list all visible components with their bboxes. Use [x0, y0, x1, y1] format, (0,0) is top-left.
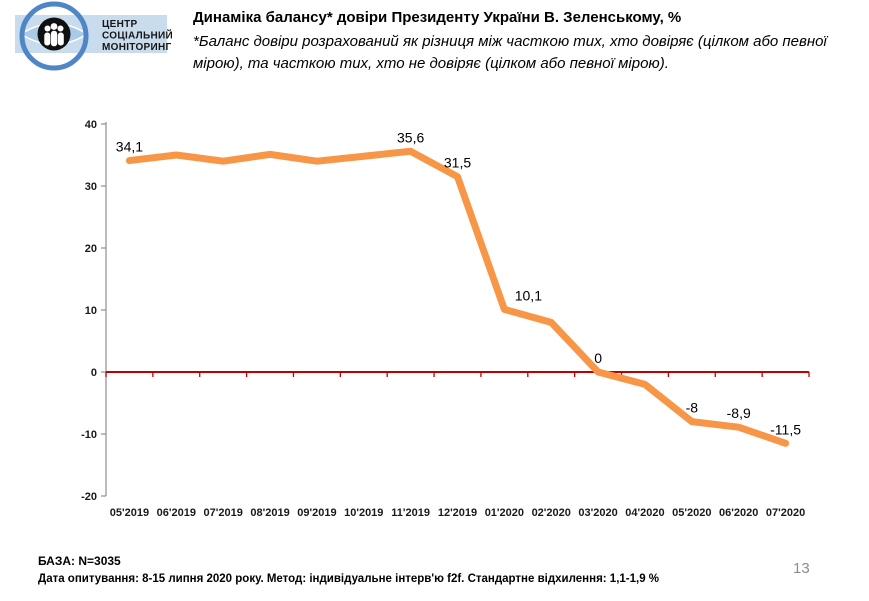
- x-axis-label: 10'2019: [344, 507, 383, 519]
- header-block: Динаміка балансу* довіри Президенту Укра…: [193, 8, 845, 74]
- point-label: -11,5: [770, 421, 801, 437]
- point-label: 34,1: [116, 139, 143, 155]
- footer-method-text: Дата опитування: 8-15 липня 2020 року. М…: [38, 573, 660, 586]
- x-axis-label: 06'2020: [719, 507, 758, 519]
- point-label: 35,6: [397, 129, 424, 145]
- y-axis-label: -10: [81, 429, 97, 441]
- point-label: 10,1: [515, 287, 542, 303]
- logo-text-line3: МОНІТОРИНГ: [102, 42, 172, 53]
- x-axis-label: 04'2020: [625, 507, 664, 519]
- x-axis-label: 11'2019: [391, 507, 430, 519]
- x-axis-label: 07'2019: [204, 507, 243, 519]
- trust-balance-chart: 40 30 20 10 0 -10 -20 05'2019 06'2019 07'2019 08'2…: [81, 119, 810, 519]
- y-axis-label: -20: [81, 491, 97, 503]
- x-axis-label: 09'2019: [297, 507, 336, 519]
- logo-text-line1: ЦЕНТР: [102, 19, 138, 30]
- y-axis-label: 20: [85, 243, 97, 255]
- x-axis-label: 02'2020: [532, 507, 571, 519]
- footer-block: БАЗА: N=3035 Дата опитування: 8-15 липня…: [38, 554, 738, 587]
- footer-base-text: БАЗА: N=3035: [38, 554, 121, 568]
- trust-balance-line: [125, 147, 790, 447]
- x-axis-label: 05'2020: [672, 507, 711, 519]
- x-axis-label: 01'2020: [485, 507, 524, 519]
- x-axis-label: 06'2019: [157, 507, 196, 519]
- x-axis-label: 08'2019: [250, 507, 289, 519]
- page-subtitle: *Баланс довіри розрахований як різниця м…: [193, 33, 827, 72]
- x-axis-label: 03'2020: [578, 507, 617, 519]
- logo-people-icon: [44, 23, 64, 47]
- page-number: 13: [793, 560, 810, 577]
- x-axis-label: 05'2019: [110, 507, 149, 519]
- org-logo: ЦЕНТР СОЦІАЛЬНИЙ МОНІТОРИНГ: [15, 1, 173, 71]
- logo-text-line2: СОЦІАЛЬНИЙ: [102, 29, 173, 42]
- point-label: 31,5: [444, 155, 471, 171]
- point-label: -8,9: [727, 405, 751, 421]
- logo-ring: [19, 1, 89, 71]
- y-axis-label: 0: [91, 367, 97, 379]
- page-title: Динаміка балансу* довіри Президенту Укра…: [193, 9, 682, 26]
- x-axis-label: 07'2020: [766, 507, 805, 519]
- x-axis-label: 12'2019: [438, 507, 477, 519]
- y-axis-label: 10: [85, 305, 97, 317]
- y-axis-label: 30: [85, 181, 97, 193]
- point-label: -8: [686, 400, 699, 416]
- y-axis-label: 40: [85, 119, 97, 131]
- point-label: 0: [594, 350, 602, 366]
